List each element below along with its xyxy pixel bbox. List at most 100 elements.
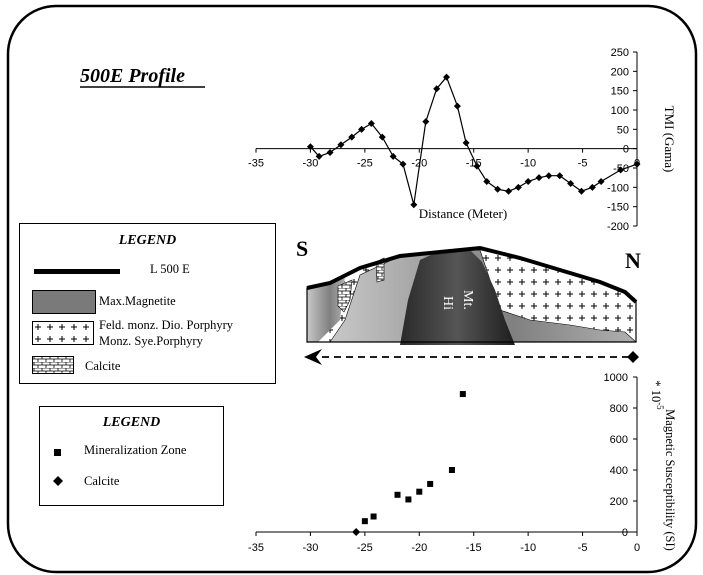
- ms-calcite-point: [352, 528, 361, 536]
- tmi-data-point: [315, 152, 323, 160]
- tmi-x-tick-label: -10: [520, 158, 536, 170]
- ms-mineralization-point: [416, 488, 423, 495]
- cross-section: S N Hi Mt.: [296, 236, 641, 365]
- legend-main-title: LEGEND: [118, 233, 177, 248]
- tmi-data-point: [483, 178, 491, 186]
- legend-item-calcite: Calcite: [85, 359, 121, 373]
- tmi-x-tick-label: -35: [248, 158, 264, 170]
- tmi-data-point: [597, 178, 605, 186]
- legend-item-magnetite: Max.Magnetite: [99, 294, 176, 308]
- tmi-data-point: [422, 118, 430, 126]
- ms-x-tick-label: -25: [357, 542, 373, 554]
- tmi-y-axis-label: TMI (Gama): [662, 106, 677, 173]
- arrow-end-diamond: [627, 351, 639, 363]
- tmi-series-line: [309, 75, 638, 205]
- legend-line-symbol: [34, 269, 120, 274]
- tmi-data-point: [567, 179, 575, 187]
- ms-x-tick-label: -15: [466, 542, 482, 554]
- tmi-data-point: [348, 133, 356, 141]
- tmi-data-point: [505, 187, 513, 195]
- ms-y-tick-label: 800: [610, 403, 628, 415]
- ms-y-axis-label: Magnetic Susceptibility (SI): [663, 409, 677, 551]
- tmi-data-point: [545, 172, 553, 180]
- tmi-data-point: [588, 183, 596, 191]
- ms-x-tick-label: -35: [248, 542, 264, 554]
- tmi-data-point: [453, 102, 461, 110]
- tmi-y-tick-label: 50: [617, 124, 629, 136]
- ms-mineralization-point: [361, 518, 368, 525]
- tmi-data-point: [443, 73, 450, 81]
- tmi-data-point: [378, 133, 386, 141]
- susceptibility-chart: -35 -30 -25 -20 -15 -10 -5 0 1000 800 600 400 200 0 Ma…: [248, 372, 677, 554]
- profile-line-L500E: [306, 245, 638, 304]
- tmi-y-tick-label: -100: [607, 182, 629, 194]
- tmi-data-point: [494, 185, 502, 193]
- ms-x-tick-label: -20: [411, 542, 427, 554]
- ms-y-axis-unit: * 10-5: [649, 380, 665, 410]
- tmi-x-axis-label: Distance (Meter): [419, 206, 507, 221]
- legend-item-feld-porphyry: Feld. monz. Dio. Porphyry: [99, 318, 234, 332]
- tmi-data-point: [535, 174, 543, 182]
- gray-wedge: [307, 276, 345, 342]
- hi-magnetite-core: [400, 250, 515, 345]
- ms-mineralization-point: [370, 513, 377, 520]
- legend-magnetite-swatch: [32, 290, 96, 314]
- legend-item-calcite-scatter: Calcite: [84, 474, 120, 488]
- tmi-data-point: [306, 143, 314, 151]
- ms-mineralization-point: [448, 467, 455, 473]
- figure-frame: [6, 4, 698, 574]
- figure-title: 500E Profile: [80, 65, 185, 87]
- tmi-y-tick-label: 150: [611, 86, 629, 98]
- tmi-data-point: [337, 141, 345, 149]
- legend-square-marker: [54, 449, 61, 456]
- legend-item-monz-porphyry: Monz. Sye.Porphyry: [99, 334, 203, 348]
- ms-x-tick-label: 0: [634, 542, 640, 554]
- tmi-y-tick-label: -150: [607, 202, 629, 214]
- ms-x-tick-label: -10: [520, 542, 536, 554]
- legend-porphyry-swatch: [32, 321, 94, 345]
- tmi-data-point: [473, 162, 481, 170]
- ms-mineralization-point: [459, 391, 466, 398]
- tmi-chart: -35-30-25-20-15-10-50250200150100500-50-…: [248, 47, 677, 233]
- ms-mineralization-point: [427, 480, 434, 487]
- tmi-data-point: [389, 152, 397, 160]
- arrow-head: [304, 349, 322, 365]
- tmi-data-point: [524, 178, 532, 186]
- ms-mineralization-point: [405, 496, 412, 503]
- tmi-data-point: [326, 149, 334, 157]
- south-label: S: [296, 236, 308, 261]
- ms-y-tick-label: 0: [622, 527, 628, 539]
- tmi-data-point: [358, 125, 366, 133]
- tmi-y-tick-label: 250: [611, 47, 629, 59]
- ms-x-tick-label: -30: [302, 542, 318, 554]
- legend-item-mineralization: Mineralization Zone: [84, 443, 187, 457]
- tmi-data-point: [433, 85, 441, 93]
- ms-y-tick-label: 1000: [604, 372, 628, 384]
- legend-item-l500e: L 500 E: [150, 262, 190, 276]
- legend-scatter-title: LEGEND: [102, 415, 161, 430]
- legend-diamond-marker: [53, 476, 63, 486]
- tmi-x-tick-label: -25: [357, 158, 373, 170]
- calcite-vein-1: [337, 279, 353, 313]
- tmi-data-point: [577, 187, 585, 195]
- tmi-y-tick-label: 0: [623, 144, 629, 156]
- tmi-data-point: [514, 183, 522, 191]
- tmi-y-tick-label: 200: [611, 66, 629, 78]
- mt-label: Mt.: [460, 290, 475, 310]
- tmi-x-tick-label: -30: [302, 158, 318, 170]
- tmi-data-point: [633, 160, 641, 168]
- tmi-data-point: [556, 172, 564, 180]
- ms-mineralization-point: [394, 491, 401, 498]
- tmi-data-point: [410, 201, 418, 209]
- legend-main: LEGEND L 500 E Max.Magnetite Feld. monz.…: [19, 223, 276, 384]
- legend-calcite-swatch: [32, 356, 74, 374]
- north-label: N: [625, 248, 641, 273]
- hi-label: Hi: [440, 296, 455, 310]
- tmi-x-tick-label: -5: [578, 158, 588, 170]
- ms-y-tick-label: 600: [610, 434, 628, 446]
- tmi-data-point: [399, 160, 407, 168]
- ms-x-tick-label: -5: [578, 542, 588, 554]
- ms-y-tick-label: 400: [610, 465, 628, 477]
- tmi-data-point: [617, 166, 625, 174]
